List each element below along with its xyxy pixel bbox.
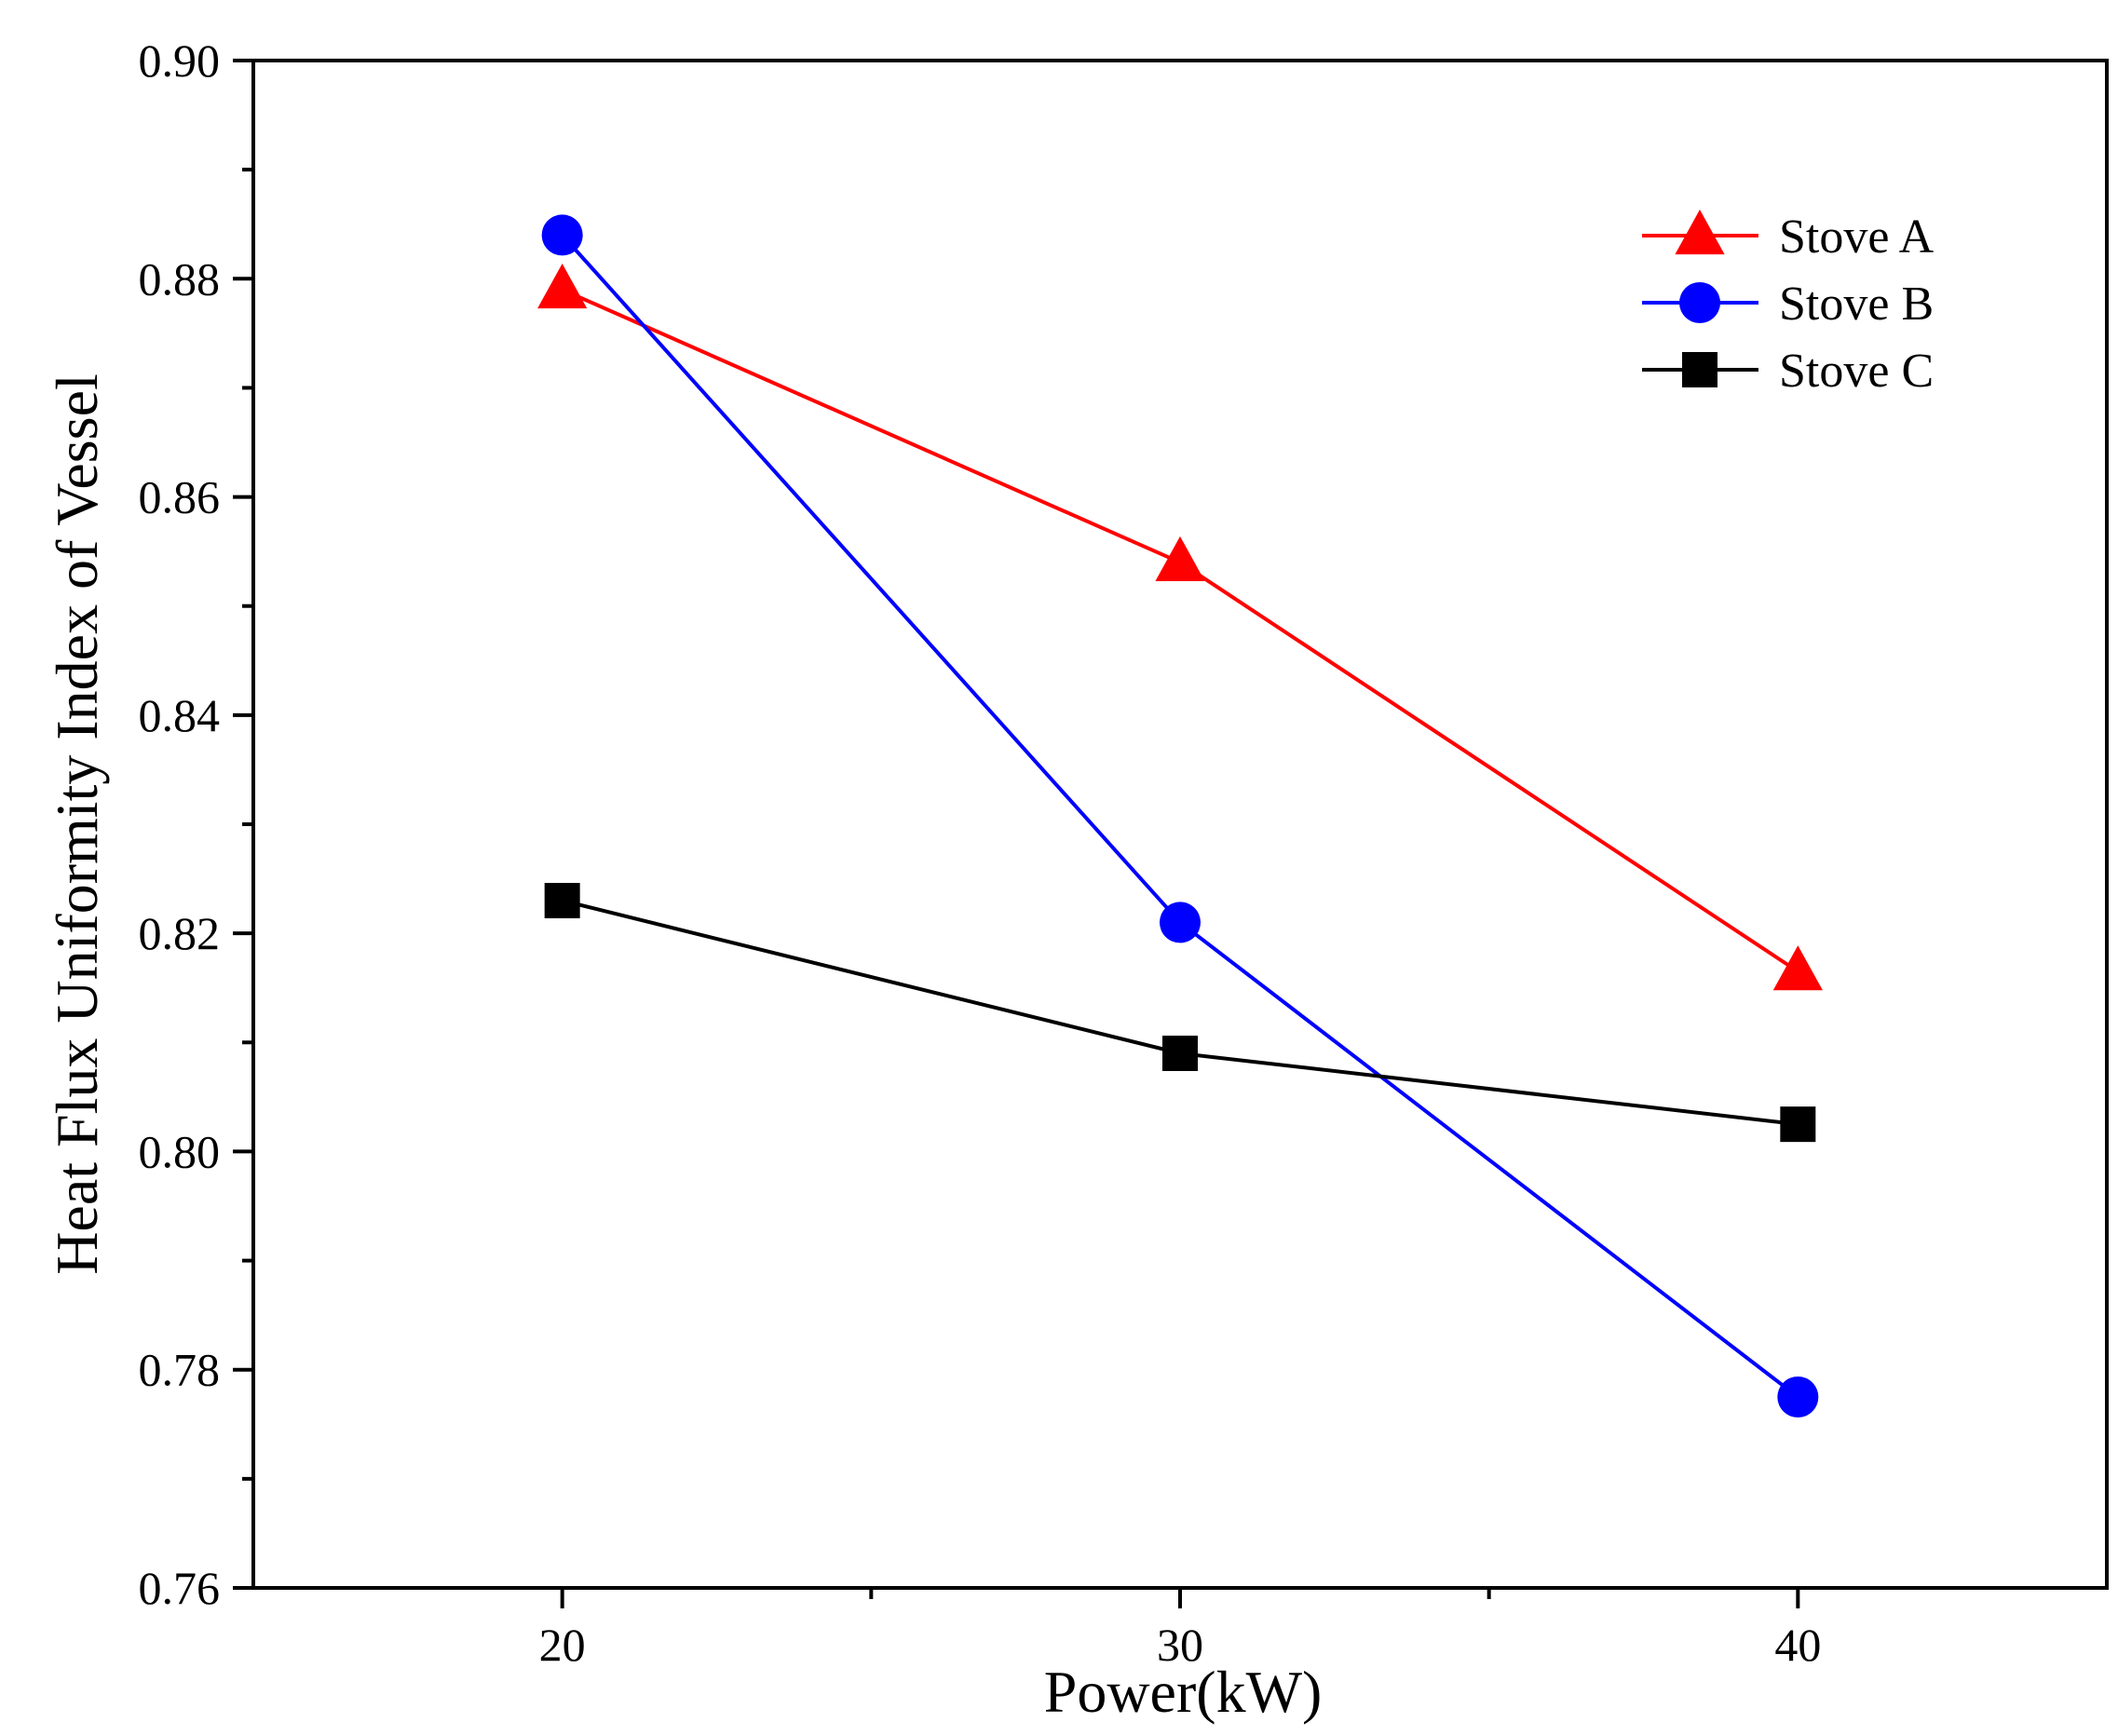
data-point-stove-c xyxy=(1780,1106,1816,1143)
data-point-stove-a xyxy=(1772,945,1823,991)
legend: Stove A Stove B Stove C xyxy=(1642,210,1935,398)
axis-ticks: 0.76 0.78 0.80 0.82 0.84 0.86 0.88 0.90 20 30 40 xyxy=(139,34,1822,1671)
x-tick-label: 40 xyxy=(1774,1619,1821,1671)
legend-item-stove-b: Stove B xyxy=(1642,278,1934,331)
data-point-stove-c xyxy=(1162,1036,1198,1071)
legend-item-stove-a: Stove A xyxy=(1642,210,1935,264)
legend-label-stove-c: Stove C xyxy=(1779,345,1934,398)
legend-label-stove-b: Stove B xyxy=(1779,278,1934,331)
y-axis-title: Heat Flux Uniformity Index of Vessel xyxy=(44,373,110,1275)
plot-frame xyxy=(251,59,2109,1590)
series-line-stove-a xyxy=(561,288,1799,973)
x-axis-title: Power(kW) xyxy=(1044,1659,1323,1725)
legend-item-stove-c: Stove C xyxy=(1642,345,1934,398)
legend-label-stove-a: Stove A xyxy=(1779,210,1935,264)
y-tick-label: 0.80 xyxy=(139,1125,221,1177)
data-point-stove-b xyxy=(1777,1377,1819,1417)
y-tick-label: 0.90 xyxy=(139,34,221,87)
legend-marker-stove-c xyxy=(1682,352,1717,387)
data-point-stove-b xyxy=(1160,902,1201,943)
x-tick-label: 30 xyxy=(1157,1619,1203,1671)
series-line-stove-b xyxy=(561,234,1799,1399)
series-stove-a xyxy=(537,264,1823,991)
y-tick-label: 0.86 xyxy=(139,471,221,523)
series-stove-b xyxy=(541,214,1819,1417)
y-tick-label: 0.78 xyxy=(139,1344,221,1396)
x-tick-label: 20 xyxy=(539,1619,586,1671)
series-stove-c xyxy=(544,883,1816,1143)
data-point-stove-a xyxy=(1155,536,1205,582)
legend-marker-stove-a xyxy=(1675,210,1725,255)
data-point-stove-c xyxy=(544,883,580,918)
y-tick-label: 0.76 xyxy=(139,1562,221,1614)
legend-marker-stove-b xyxy=(1679,282,1720,323)
y-tick-label: 0.82 xyxy=(139,907,221,959)
y-tick-label: 0.84 xyxy=(139,689,221,741)
data-point-stove-a xyxy=(537,264,588,309)
y-tick-label: 0.88 xyxy=(139,252,221,305)
data-point-stove-b xyxy=(541,214,583,256)
series-layer xyxy=(537,214,1823,1417)
